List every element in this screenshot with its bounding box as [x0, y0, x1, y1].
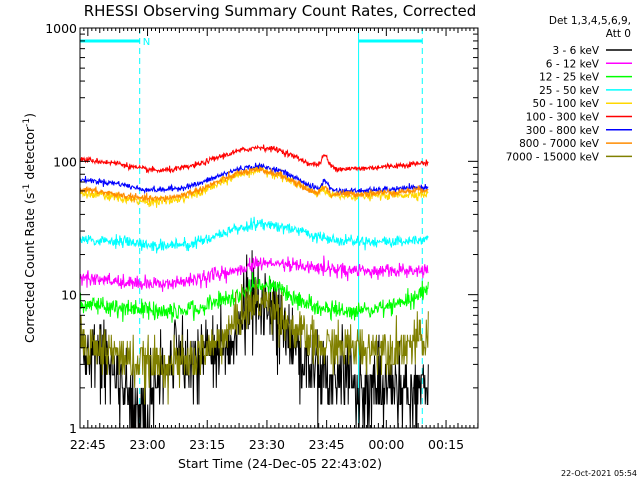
legend-entry-label: 800 - 7000 keV — [519, 138, 600, 150]
x-axis-label: Start Time (24-Dec-05 22:43:02) — [178, 456, 382, 471]
night-bar-label: N — [143, 37, 150, 48]
legend-entry-label: 3 - 6 keV — [552, 45, 599, 57]
y-axis-label-sup-1: -1 — [22, 184, 32, 193]
x-tick-label: 23:45 — [309, 437, 345, 452]
x-tick-label: 23:15 — [189, 437, 225, 452]
y-axis-label-sup-2: -1 — [22, 118, 32, 127]
y-axis: 1 10 100 1000 — [45, 21, 478, 436]
x-tick-label: 00:00 — [368, 437, 404, 452]
legend-entry-label: 300 - 800 keV — [526, 125, 600, 137]
legend-entry-label: 7000 - 15000 keV — [506, 151, 600, 163]
series-line-1 — [79, 255, 429, 292]
series-line-3 — [79, 216, 429, 254]
legend-header-line-2: Att 0 — [606, 28, 631, 40]
chart-title: RHESSI Observing Summary Count Rates, Co… — [84, 2, 477, 20]
series-line-2 — [79, 272, 429, 323]
series-line-8 — [79, 279, 429, 405]
generated-timestamp: 22-Oct-2021 05:54 — [561, 469, 637, 478]
series-group — [79, 144, 429, 429]
series-line-5 — [79, 144, 429, 174]
y-axis-label-mid: detector — [22, 126, 37, 184]
y-tick-label: 1 — [69, 421, 77, 436]
x-tick-label: 22:45 — [70, 437, 106, 452]
legend-entry-label: 25 - 50 keV — [539, 85, 600, 97]
series-line-7 — [79, 166, 429, 203]
legend-entry-label: 50 - 100 keV — [532, 98, 599, 110]
y-tick-label: 100 — [53, 154, 77, 169]
y-tick-label: 10 — [61, 288, 77, 303]
legend-entry-label: 6 - 12 keV — [546, 58, 600, 70]
legend-entry-label: 100 - 300 keV — [526, 112, 600, 124]
x-tick-label: 23:30 — [249, 437, 285, 452]
legend-entry-label: 12 - 25 keV — [539, 72, 600, 84]
y-tick-label: 1000 — [45, 21, 77, 36]
y-axis-label: Corrected Count Rate (s-1 detector-1) — [22, 113, 37, 343]
x-tick-label: 00:15 — [428, 437, 464, 452]
legend-header-line-1: Det 1,3,4,5,6,9, — [549, 15, 631, 27]
series-line-6 — [79, 162, 429, 195]
x-tick-label: 23:00 — [130, 437, 166, 452]
y-axis-label-end: ) — [22, 113, 37, 118]
x-axis: 22:45 23:00 23:15 23:30 23:45 00:00 00:15 — [70, 28, 479, 452]
y-axis-label-main: Corrected Count Rate (s — [22, 193, 37, 343]
